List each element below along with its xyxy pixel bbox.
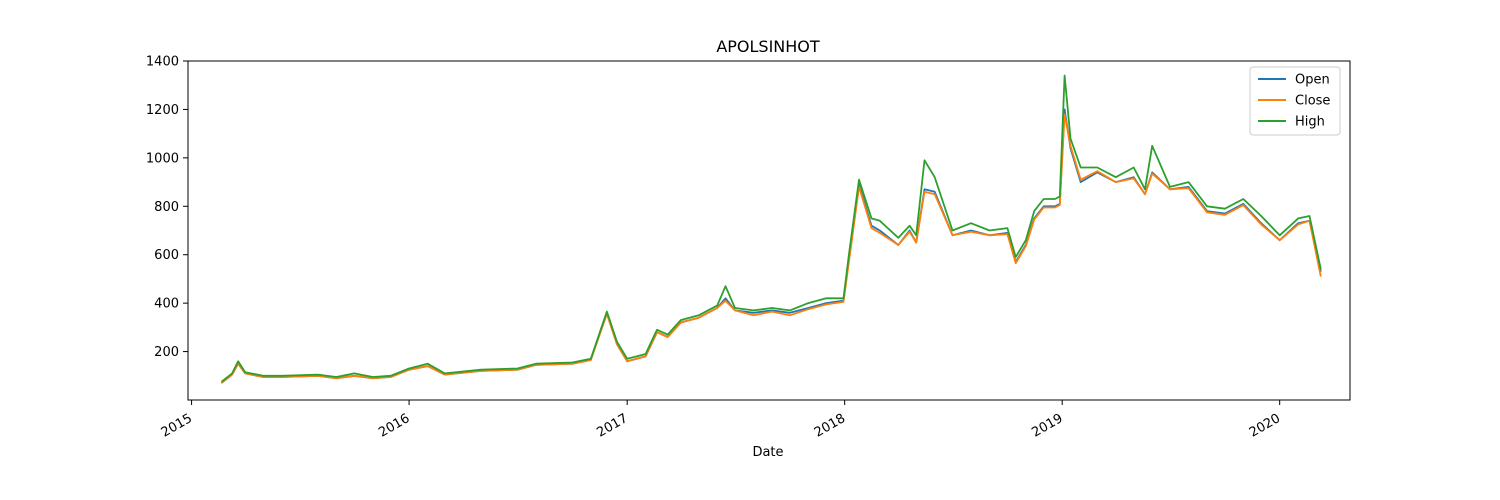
y-tick-label: 1400 bbox=[146, 55, 179, 70]
y-tick-label: 600 bbox=[154, 248, 179, 263]
x-axis: 2015 2016 2017 2018 2019 2020 bbox=[159, 400, 1283, 441]
x-tick-label: 2016 bbox=[376, 411, 412, 441]
y-tick-label: 400 bbox=[154, 297, 179, 312]
y-axis: 200 400 600 800 1000 1200 1400 bbox=[146, 55, 188, 360]
x-tick-label: 2018 bbox=[812, 411, 848, 441]
series-line-high bbox=[220, 74, 1322, 383]
x-tick-label: 2020 bbox=[1247, 411, 1283, 441]
x-tick-label: 2015 bbox=[159, 411, 195, 441]
x-axis-label: Date bbox=[752, 445, 783, 460]
x-tick-label: 2019 bbox=[1029, 411, 1065, 441]
y-tick-label: 1200 bbox=[146, 103, 179, 118]
legend-label-high: High bbox=[1295, 115, 1325, 130]
y-tick-label: 200 bbox=[154, 345, 179, 360]
legend-box bbox=[1249, 66, 1341, 136]
plot-frame bbox=[187, 60, 1351, 401]
y-tick-label: 800 bbox=[154, 200, 179, 215]
chart-title: APOLSINHOT bbox=[716, 37, 820, 56]
series-line-open bbox=[220, 108, 1322, 384]
plot-area bbox=[187, 60, 1351, 401]
legend-label-close: Close bbox=[1295, 94, 1330, 109]
legend-label-open: Open bbox=[1295, 73, 1330, 88]
y-tick-label: 1000 bbox=[146, 151, 179, 166]
x-tick-label: 2017 bbox=[594, 411, 630, 441]
legend: Open Close High bbox=[1249, 66, 1341, 136]
